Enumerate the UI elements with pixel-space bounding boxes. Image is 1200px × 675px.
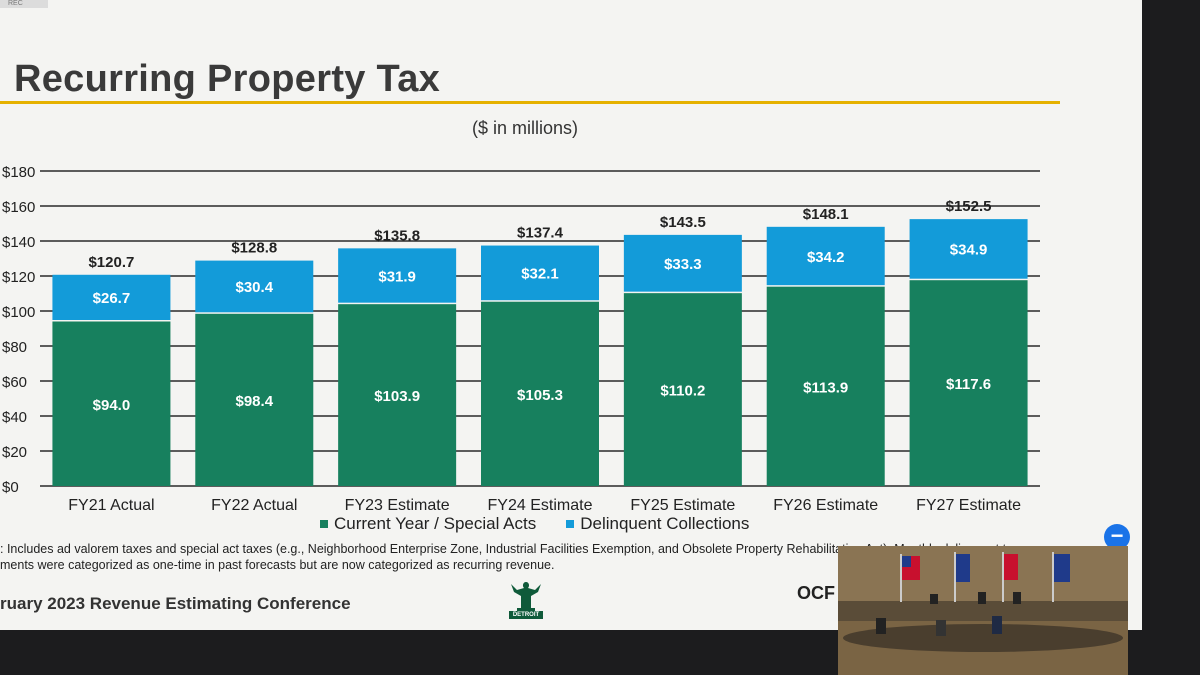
legend-swatch-delinquent <box>566 520 575 528</box>
data-label-total: $143.5 <box>660 214 706 231</box>
data-label-current: $105.3 <box>517 387 563 404</box>
title-underline <box>0 101 1060 104</box>
bar-current-year <box>481 301 599 486</box>
presentation-screen: REC Recurring Property Tax ($ in million… <box>0 0 1142 630</box>
data-label-current: $98.4 <box>236 393 274 410</box>
minimize-video-button[interactable]: − <box>1104 524 1130 550</box>
bar-delinquent <box>766 226 885 286</box>
detroit-flag <box>1002 552 1018 602</box>
legend-swatch-current <box>320 520 328 528</box>
michigan-flag-left <box>954 552 970 602</box>
legend-label-current: Current Year / Special Acts <box>334 514 537 533</box>
data-label-delinquent: $34.9 <box>950 242 988 259</box>
stacked-bar-chart: $0 $20 $40 $60 $80 $100 $120 $140 $160 $180 $94.0 $… <box>2 164 1040 514</box>
footnote: : Includes ad valorem taxes and special … <box>0 541 1060 573</box>
data-label-delinquent: $34.2 <box>807 249 845 266</box>
bar-delinquent <box>481 245 599 301</box>
data-label-current: $110.2 <box>660 383 705 400</box>
data-label-total: $152.5 <box>946 198 992 215</box>
legend-item-delinquent: Delinquent Collections <box>566 514 749 534</box>
y-tick-label: $20 <box>2 444 27 461</box>
bar-delinquent <box>52 274 171 320</box>
bar-delinquent <box>909 219 1028 279</box>
y-tick-label: $60 <box>2 374 27 391</box>
data-label-current: $113.9 <box>803 379 848 396</box>
footnote-line-1: : Includes ad valorem taxes and special … <box>0 542 1020 556</box>
y-tick-label: $100 <box>2 304 35 321</box>
data-label-current: $117.6 <box>946 376 991 393</box>
data-label-current: $94.0 <box>93 397 131 414</box>
logo-text: DETROIT <box>509 611 543 619</box>
x-category-label: FY24 Estimate <box>488 497 593 514</box>
data-label-total: $135.8 <box>374 227 420 244</box>
data-label-total: $148.1 <box>803 206 849 223</box>
legend-label-delinquent: Delinquent Collections <box>580 514 750 533</box>
x-category-label: FY21 Actual <box>68 497 154 514</box>
data-label-current: $103.9 <box>374 388 420 405</box>
chart-legend: Current Year / Special Acts Delinquent C… <box>320 514 749 534</box>
slide-title: Recurring Property Tax <box>14 58 441 100</box>
ocfo-label: OCF <box>797 583 835 603</box>
bar-delinquent <box>195 260 314 313</box>
bar-current-year <box>623 293 742 486</box>
x-category-label: FY25 Estimate <box>630 497 735 514</box>
michigan-flag-right <box>1052 552 1070 602</box>
bar-delinquent <box>623 234 742 292</box>
y-tick-label: $160 <box>2 199 35 216</box>
rec-label: REC <box>0 0 48 8</box>
bar-current-year <box>909 280 1028 486</box>
data-label-delinquent: $31.9 <box>378 268 416 285</box>
us-flag <box>900 554 920 602</box>
y-tick-label: $0 <box>2 479 19 496</box>
y-tick-label: $120 <box>2 269 35 286</box>
legend-item-current: Current Year / Special Acts <box>320 514 536 534</box>
bar-current-year <box>766 286 885 486</box>
bar-current-year <box>195 313 314 486</box>
y-tick-label: $40 <box>2 409 27 426</box>
data-label-delinquent: $33.3 <box>664 256 702 273</box>
footnote-line-2: ments were categorized as one-time in pa… <box>0 558 555 572</box>
data-label-total: $120.7 <box>88 254 134 271</box>
video-feed-panel[interactable] <box>838 546 1128 675</box>
x-category-label: FY26 Estimate <box>773 497 878 514</box>
x-category-label: FY27 Estimate <box>916 497 1021 514</box>
x-category-label: FY23 Estimate <box>345 497 450 514</box>
data-label-delinquent: $32.1 <box>521 266 559 283</box>
y-tick-label: $80 <box>2 339 27 356</box>
data-label-delinquent: $26.7 <box>93 290 131 307</box>
x-category-label: FY22 Actual <box>211 497 297 514</box>
conference-name: ruary 2023 Revenue Estimating Conference <box>0 594 351 613</box>
y-tick-label: $180 <box>2 164 35 181</box>
chart-subtitle: ($ in millions) <box>471 118 579 138</box>
bar-delinquent <box>338 248 457 303</box>
bar-current-year <box>52 321 171 486</box>
data-label-total: $137.4 <box>517 225 564 242</box>
data-label-delinquent: $30.4 <box>236 279 274 296</box>
y-tick-label: $140 <box>2 234 35 251</box>
data-label-total: $128.8 <box>231 240 277 257</box>
bar-current-year <box>338 304 457 486</box>
